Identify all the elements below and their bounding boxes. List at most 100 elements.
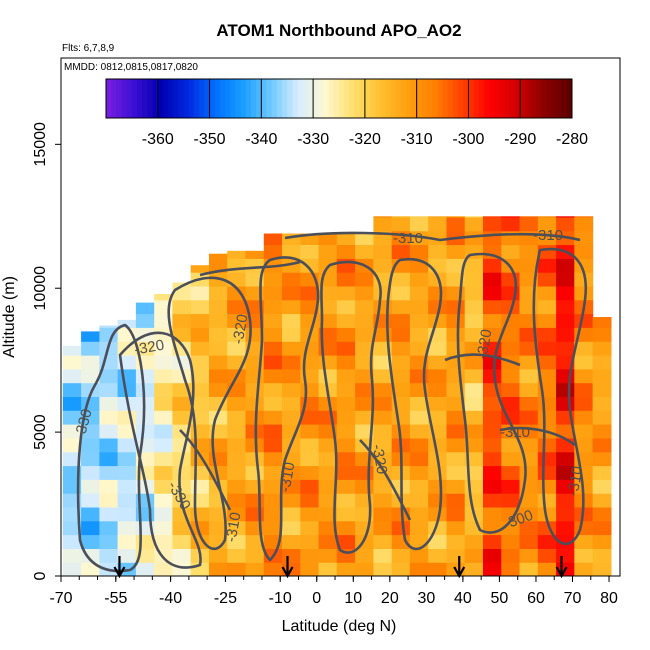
- heatmap-cell: [373, 396, 393, 411]
- heatmap-cell: [318, 410, 338, 425]
- heatmap-cell: [62, 437, 82, 453]
- heatmap-cell: [172, 562, 192, 576]
- colorbar-step: [344, 79, 350, 118]
- contour-line: [385, 257, 443, 551]
- heatmap-cell: [574, 437, 594, 453]
- heatmap-cell: [428, 382, 448, 397]
- heatmap-cell: [409, 562, 429, 576]
- heatmap-cell: [336, 258, 356, 273]
- heatmap-cell: [300, 534, 320, 549]
- heatmap-cell: [135, 424, 155, 439]
- heatmap-cell: [391, 341, 411, 356]
- heatmap-cell: [99, 424, 119, 439]
- heatmap-cell: [592, 493, 612, 508]
- heatmap-cell: [245, 250, 265, 259]
- colorbar-step: [111, 79, 117, 118]
- colorbar-step: [370, 79, 376, 118]
- heatmap-cell: [574, 410, 594, 425]
- y-tick-label: 5000: [32, 414, 49, 450]
- heatmap-cell: [355, 520, 374, 536]
- heatmap-cell: [373, 299, 393, 315]
- heatmap-cell: [409, 410, 429, 425]
- heatmap-cell: [501, 244, 521, 259]
- heatmap-cell: [483, 437, 502, 453]
- contour-line: [532, 247, 588, 546]
- x-tick-label: 30: [417, 590, 435, 607]
- heatmap-cell: [190, 382, 210, 397]
- heatmap-cell: [464, 479, 484, 494]
- colorbar-tick-label: -340: [245, 131, 277, 148]
- heatmap-cell: [282, 244, 301, 259]
- heatmap-cell: [556, 520, 575, 536]
- colorbar-step: [349, 79, 356, 118]
- heatmap-cell: [245, 396, 265, 411]
- heatmap-cell: [282, 285, 301, 301]
- heatmap-cell: [172, 520, 192, 536]
- heatmap-cell: [556, 493, 575, 508]
- heatmap-cell: [263, 437, 283, 453]
- heatmap-cell: [209, 451, 228, 467]
- heatmap-cell: [245, 493, 265, 508]
- heatmap-cell: [135, 465, 155, 480]
- heatmap-cell: [446, 410, 466, 425]
- colorbar-step: [328, 79, 335, 118]
- heatmap-cell: [154, 410, 174, 425]
- heatmap-cell: [282, 548, 301, 563]
- heatmap-cell: [209, 534, 228, 549]
- heatmap-cell: [409, 534, 429, 549]
- heatmap-cell: [355, 355, 374, 370]
- heatmap-cell: [318, 233, 338, 245]
- heatmap-cell: [117, 534, 137, 549]
- colorbar-step: [126, 79, 133, 118]
- colorbar-step: [509, 79, 516, 118]
- colorbar-step: [142, 79, 148, 118]
- colorbar-step: [437, 79, 444, 118]
- heatmap-cell: [355, 327, 374, 342]
- heatmap-cell: [154, 493, 174, 508]
- heatmap-cell: [373, 244, 393, 259]
- heatmap-cell: [154, 368, 174, 384]
- heatmap-cell: [117, 479, 137, 494]
- heatmap-cell: [81, 465, 100, 480]
- colorbar-step: [380, 79, 387, 118]
- colorbar-step: [494, 79, 501, 118]
- colorbar-step: [561, 79, 568, 118]
- heatmap-cell: [464, 216, 484, 232]
- heatmap-cell: [483, 424, 502, 439]
- heatmap-cell: [446, 479, 466, 494]
- heatmap-cell: [99, 451, 119, 467]
- colorbar-step: [520, 79, 526, 118]
- heatmap-cell: [409, 493, 429, 508]
- heatmap-cell: [62, 548, 82, 563]
- colorbar-step: [395, 79, 402, 118]
- heatmap-cell: [190, 313, 210, 328]
- heatmap-cell: [336, 313, 356, 328]
- heatmap-cell: [300, 548, 320, 563]
- heatmap-cell: [282, 534, 301, 549]
- heatmap-cell: [537, 285, 557, 301]
- heatmap-cell: [154, 294, 174, 301]
- heatmap-cell: [464, 355, 484, 370]
- heatmap-cell: [592, 424, 612, 439]
- heatmap-cell: [227, 250, 247, 259]
- heatmap-cell: [409, 368, 429, 384]
- heatmap-cell: [172, 299, 192, 315]
- heatmap-cell: [336, 534, 356, 549]
- heatmap-cell: [373, 548, 393, 563]
- heatmap-cell: [172, 548, 192, 563]
- heatmap-cell: [300, 424, 320, 439]
- heatmap-cell: [391, 410, 411, 425]
- heatmap-cell: [391, 285, 411, 301]
- heatmap-cell: [355, 562, 374, 576]
- heatmap-cell: [373, 216, 393, 232]
- heatmap-cell: [245, 562, 265, 576]
- contour-label: -320: [368, 443, 390, 476]
- colorbar-step: [147, 79, 154, 118]
- heatmap-cell: [446, 396, 466, 411]
- heatmap-cell: [446, 368, 466, 384]
- heatmap-cell: [227, 520, 247, 536]
- colorbar-step: [385, 79, 392, 118]
- heatmap-cell: [592, 465, 612, 480]
- colorbar-step: [250, 79, 257, 118]
- heatmap-cell: [574, 548, 594, 563]
